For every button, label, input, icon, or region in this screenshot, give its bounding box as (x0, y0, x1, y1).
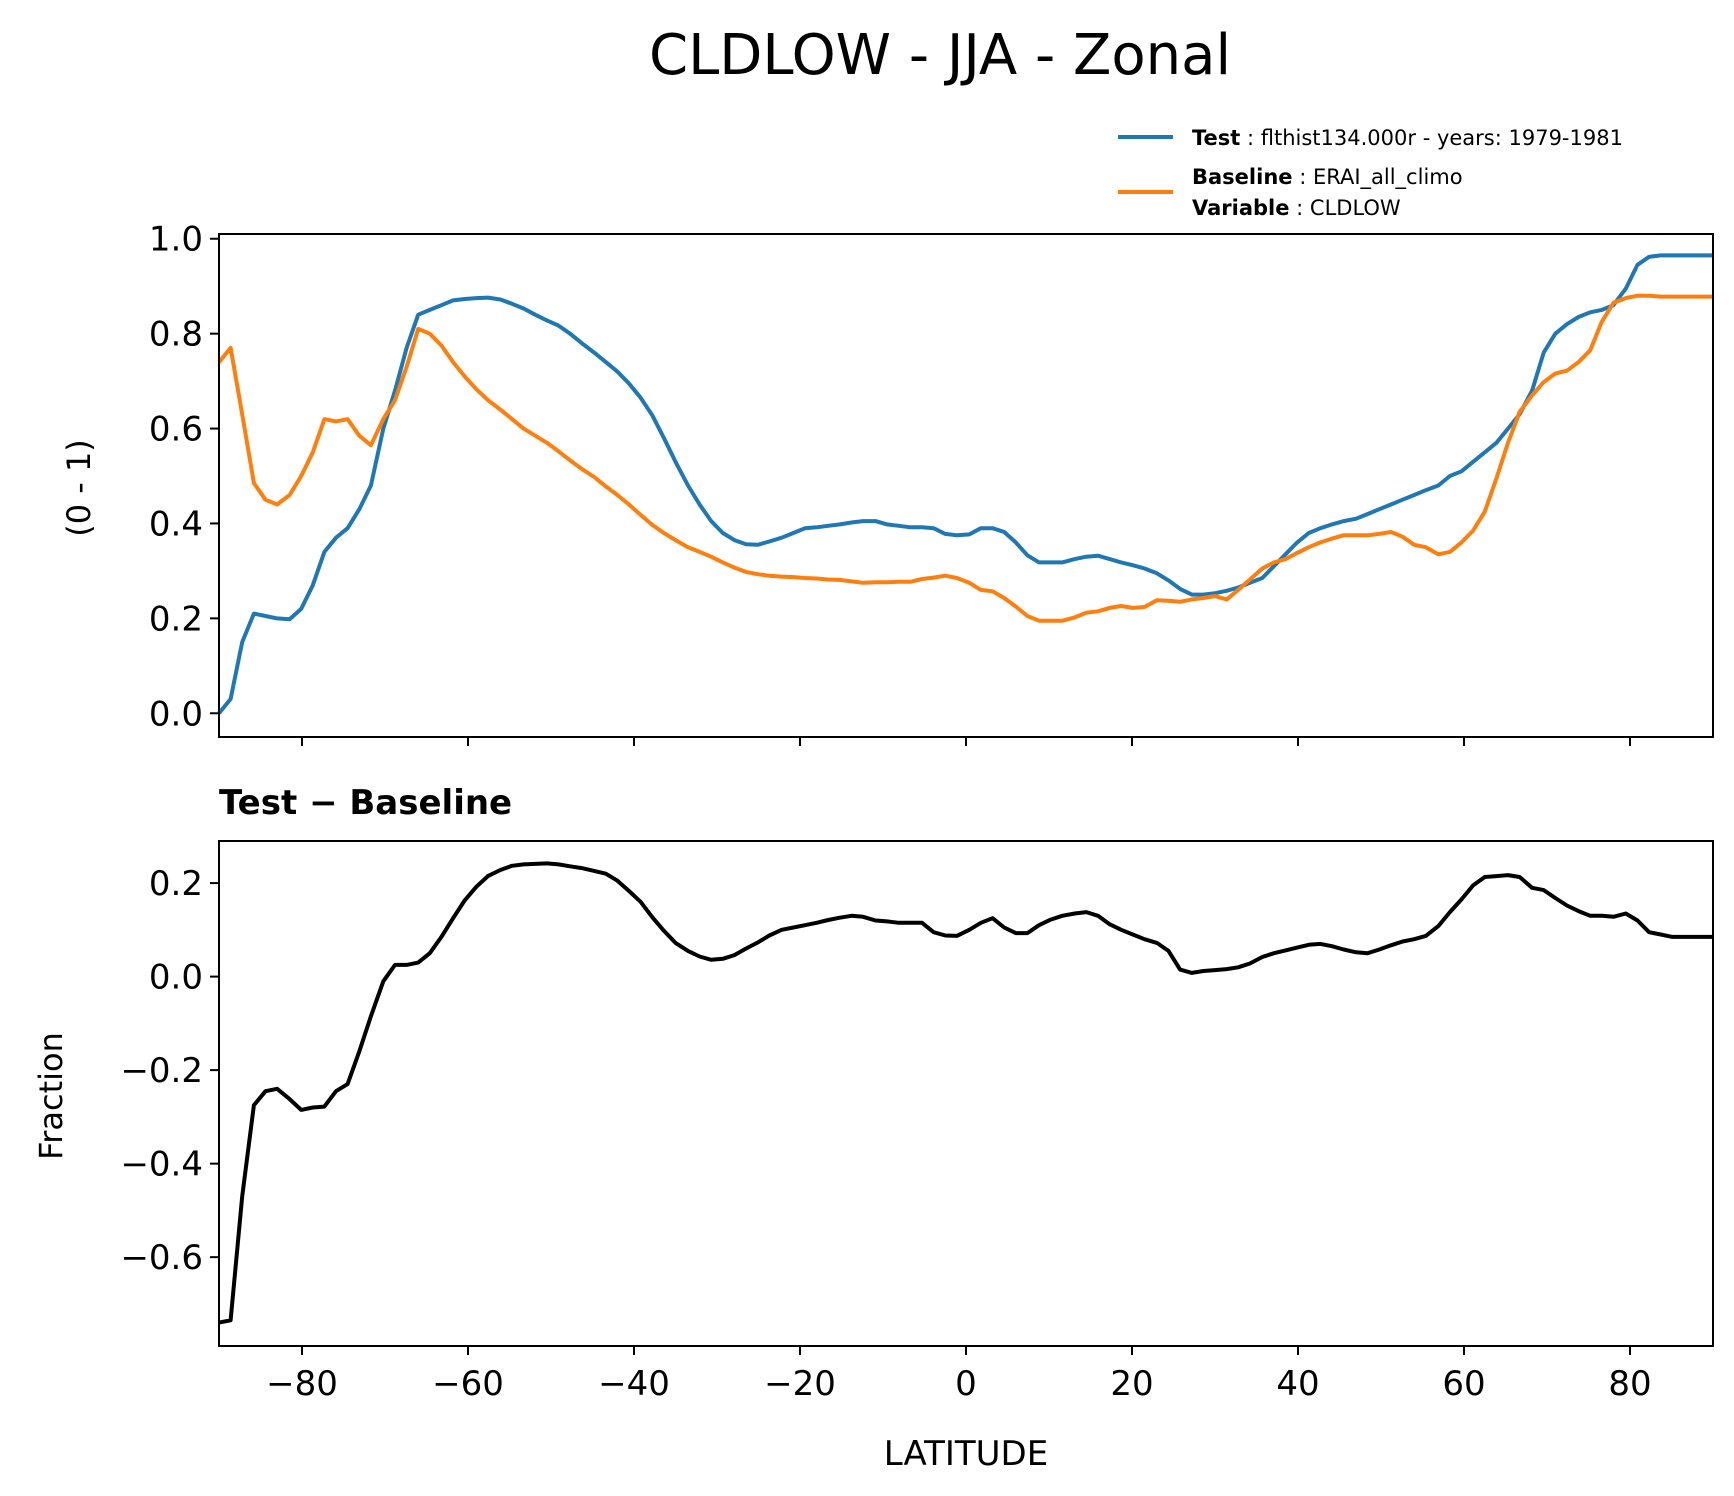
top-panel-frame (218, 233, 1714, 738)
bottom-xtick-label: 60 (1442, 1364, 1485, 1404)
legend-variable-entry: Variable : CLDLOW (1192, 196, 1401, 220)
bottom-ytick-label: 0.2 (149, 864, 203, 904)
bottom-panel-xticks: −80 −60 −40 −20 0 20 40 60 80 (266, 1346, 1652, 1404)
bottom-ytick-label: −0.2 (120, 1051, 203, 1091)
top-ytick-label: 0.0 (149, 694, 203, 734)
top-ytick-label: 0.8 (149, 315, 203, 355)
bottom-xtick-label: 20 (1110, 1364, 1153, 1404)
legend-baseline-separator: : (1293, 165, 1313, 189)
top-ytick-label: 0.4 (149, 504, 203, 544)
top-panel: (0 - 1) 0.0 0.2 0.4 0.6 0.8 1.0 (60, 220, 1714, 746)
legend-variable-text: CLDLOW (1310, 196, 1401, 220)
bottom-xtick-label: −20 (764, 1364, 836, 1404)
top-panel-series (217, 253, 1713, 715)
legend-test-separator: : (1240, 126, 1260, 150)
bottom-xtick-label: −60 (432, 1364, 504, 1404)
top-panel-xticks (301, 737, 1631, 746)
bottom-ytick-label: −0.4 (120, 1145, 203, 1185)
legend-baseline-text: ERAI_all_climo (1313, 165, 1463, 190)
bottom-xtick-label: −40 (598, 1364, 670, 1404)
bottom-xtick-label: 40 (1276, 1364, 1319, 1404)
bottom-panel-frame (218, 840, 1714, 1347)
figure-title: CLDLOW - JJA - Zonal (649, 23, 1231, 88)
legend-variable-label: Variable (1192, 196, 1289, 220)
legend-baseline-label: Baseline (1192, 165, 1293, 189)
bottom-ytick-label: 0.0 (149, 958, 203, 998)
bottom-xtick-label: 80 (1608, 1364, 1651, 1404)
bottom-panel-xlabel: LATITUDE (884, 1434, 1048, 1474)
top-panel-yticks: 0.0 0.2 0.4 0.6 0.8 1.0 (149, 220, 219, 734)
legend-test-text: flthist134.000r - years: 1979-1981 (1261, 126, 1623, 150)
legend-variable-separator: : (1289, 196, 1309, 220)
bottom-panel-yticks: −0.6 −0.4 −0.2 0.0 0.2 (120, 864, 219, 1278)
legend: Test : flthist134.000r - years: 1979-198… (1118, 126, 1623, 220)
bottom-xtick-label: 0 (955, 1364, 977, 1404)
legend-baseline-entry: Baseline : ERAI_all_climo (1192, 165, 1463, 190)
top-ytick-label: 0.2 (149, 599, 203, 639)
legend-test-label: Test (1192, 126, 1240, 150)
legend-test-entry: Test : flthist134.000r - years: 1979-198… (1192, 126, 1623, 150)
bottom-ytick-label: −0.6 (120, 1238, 203, 1278)
bottom-panel-title: Test − Baseline (219, 783, 512, 823)
top-series-line-test (217, 253, 1713, 715)
top-panel-ylabel: (0 - 1) (60, 439, 98, 537)
top-series-line-baseline (217, 293, 1713, 623)
bottom-panel: Test − Baseline Fraction −0.6 −0.4 −0.2 0.0… (32, 783, 1714, 1474)
top-ytick-label: 0.6 (149, 410, 203, 450)
bottom-xtick-label: −80 (266, 1364, 338, 1404)
bottom-panel-series (218, 861, 1713, 1325)
bottom-panel-ylabel: Fraction (32, 1032, 70, 1160)
bottom-series-line-difference (218, 861, 1713, 1325)
top-ytick-label: 1.0 (149, 220, 203, 260)
